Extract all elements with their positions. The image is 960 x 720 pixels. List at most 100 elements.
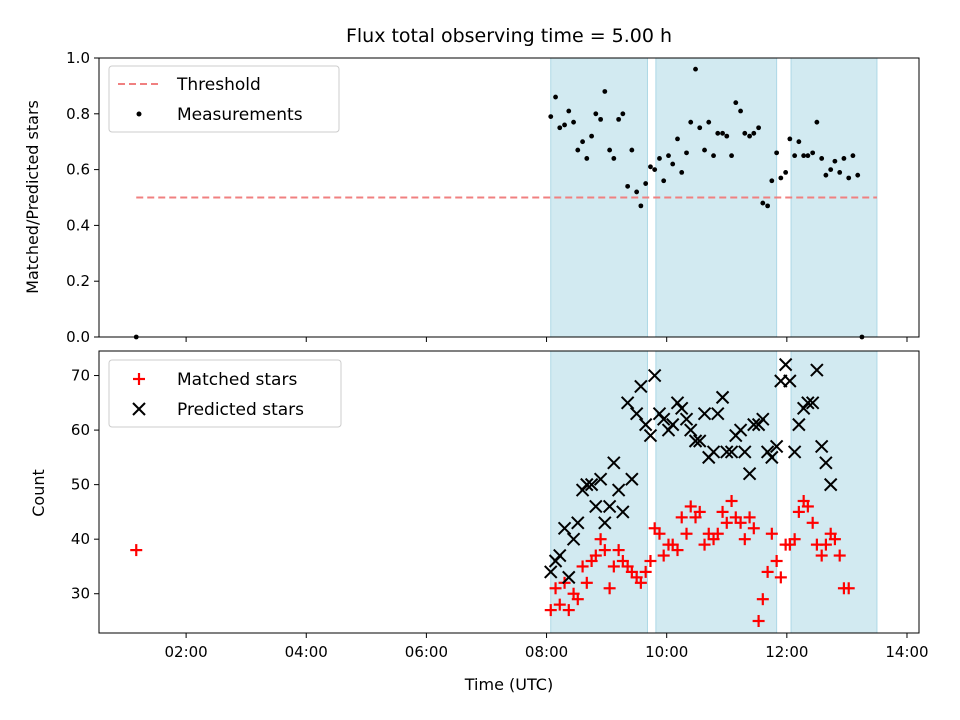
count-points [130,357,855,627]
predicted-star-point [792,417,806,432]
y-tick-label: 0.4 [66,216,90,234]
measurement-point [765,203,771,209]
predicted-star-point [665,417,680,432]
measurement-point [832,158,838,164]
matched-star-point [644,555,657,567]
measurement-point [634,189,640,195]
measurement-point [706,119,712,125]
measurement-point [611,156,617,161]
predicted-star-point [805,396,820,410]
chart-title: Flux total observing time = 5.00 h [346,25,672,47]
measurement-point [684,150,689,156]
predicted-star-point [584,477,599,492]
matched-star-point [747,522,760,535]
matched-star-point [684,500,697,513]
measurement-point [711,153,716,159]
matched-star-point [562,604,575,617]
predicted-star-point [724,445,739,459]
y-tick-label: 0.8 [66,105,90,123]
measurement-point [828,167,834,173]
measurement-point [837,169,843,175]
predicted-star-point [697,407,712,421]
predicted-star-point [566,532,581,546]
matched-star-point [603,582,616,595]
observing-window [550,350,648,634]
x-tick-label: 06:00 [405,643,448,661]
measurement-point [548,114,554,119]
legend-predicted-label: Predicted stars [177,400,304,420]
bottom-plot-frame [98,350,920,634]
matched-star-point [743,511,756,524]
predicted-star-point [607,456,621,470]
y-tick-label: 0.0 [66,328,90,346]
measurement-point [778,175,784,181]
matched-star-point [752,615,765,627]
x-tick-label: 10:00 [645,643,688,661]
measurement-point [805,153,811,159]
predicted-star-point [801,396,815,410]
predicted-star-point [611,483,626,497]
predicted-star-point [765,450,779,465]
predicted-star-point [720,445,734,459]
legend-matched-label: Matched stars [177,370,297,390]
y-tick-label: 0.6 [66,161,90,179]
measurement-point [819,156,825,161]
measurement-point [733,100,739,106]
predicted-star-point [706,445,721,459]
predicted-star-point [711,407,725,421]
predicted-star-point [638,417,653,432]
measurement-point [769,178,775,184]
matched-star-point [594,533,607,546]
bottom-legend: Matched stars Predicted stars [108,359,342,428]
measurement-point [841,156,847,161]
measurement-point [638,203,644,209]
y-tick-label: 50 [71,476,90,494]
measurement-point [810,150,816,156]
matched-star-point [693,505,706,518]
matched-star-point [675,511,688,524]
matched-star-point [612,544,625,557]
top-x-ticks [185,337,908,342]
measurement-point [575,147,581,153]
matched-star-point [819,538,832,551]
matched-star-point [761,565,774,578]
predicted-star-point [688,434,703,448]
legend-threshold-label: Threshold [176,75,261,95]
measurement-point [846,175,852,181]
matched-star-point [792,505,805,518]
measurement-point [648,164,653,170]
y-tick-label: 1.0 [66,49,90,67]
matched-star-point [828,533,841,546]
y-tick-label: 40 [71,530,90,548]
bottom-x-ticks: 02:00 04:00 06:00 08:00 10:00 12:00 14:00 [164,633,929,661]
predicted-star-point [684,423,698,437]
predicted-star-point [589,499,603,514]
x-tick-label: 14:00 [885,643,928,661]
measurement-point [652,167,658,173]
matched-star-point [815,549,828,562]
matched-star-point [634,576,647,589]
measurement-point [620,111,626,117]
measurement-point [666,153,671,159]
top-y-axis-label: Matched/Predicted stars [23,100,42,294]
legend-measurements-swatch [136,111,142,117]
measurement-point [675,136,680,142]
matched-star-point [653,527,666,540]
measurement-point [566,108,572,114]
matched-star-point [607,560,620,573]
matched-star-point [716,505,729,518]
x-tick-label: 12:00 [765,643,808,661]
matched-star-point [788,533,801,546]
measurement-point [738,108,743,114]
matched-star-point [580,576,593,589]
measurement-point [679,169,685,175]
matched-star-point [576,560,589,573]
predicted-star-point [810,363,824,377]
measurement-point [657,156,662,161]
top-panel: 0.0 0.2 0.4 0.6 0.8 1.0 Matched/Predicted sta… [23,49,920,346]
predicted-star-point [625,472,639,486]
matched-star-point [842,582,855,595]
measurement-point [571,119,576,125]
measurement-point [643,181,649,186]
predicted-star-point [783,374,797,388]
